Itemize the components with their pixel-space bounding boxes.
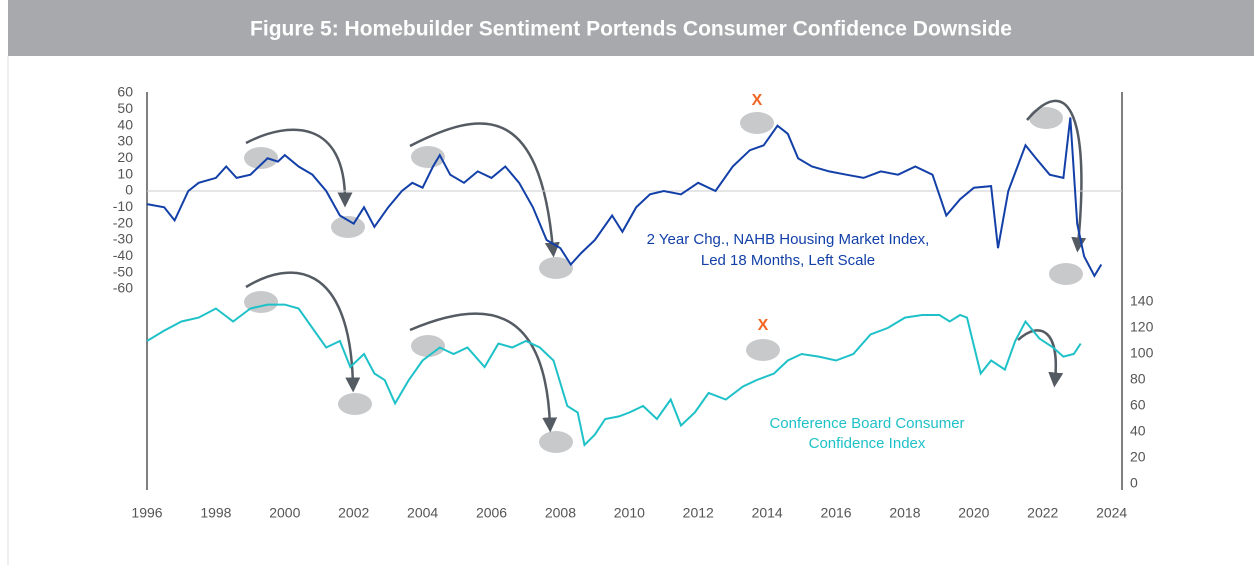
series-line: [146, 303, 1082, 448]
x-tick-label: 2004: [407, 505, 438, 521]
x-tick-label: 2022: [1027, 505, 1058, 521]
x-tick-label: 2006: [476, 505, 507, 521]
series-line: [146, 117, 1103, 278]
y2-tick-label: 20: [1130, 449, 1146, 465]
y2-tick-label: 80: [1130, 371, 1146, 387]
arrows: [245, 99, 1087, 433]
y-tick-label: 30: [117, 133, 133, 149]
x-tick-label: 2010: [614, 505, 645, 521]
x-tick-label: 2014: [752, 505, 783, 521]
annotation: Confidence Index: [809, 435, 926, 452]
x-tick-label: 2008: [545, 505, 576, 521]
annotation: X: [758, 317, 769, 334]
y-tick-label: -50: [113, 263, 133, 279]
x-tick-label: 2024: [1096, 505, 1127, 521]
x-tick-label: 2012: [683, 505, 714, 521]
highlights: [244, 107, 1083, 453]
x-tick-label: 2000: [269, 505, 300, 521]
y2-tick-label: 40: [1130, 423, 1146, 439]
x-tick-label: 2002: [338, 505, 369, 521]
y-tick-label: 20: [117, 149, 133, 165]
y-tick-label: 0: [125, 182, 133, 198]
x-tick-label: 2020: [958, 505, 989, 521]
y2-tick-label: 120: [1130, 319, 1154, 335]
y-tick-label: -40: [113, 247, 133, 263]
y-tick-label: 60: [117, 84, 133, 100]
title-bar: [8, 0, 1254, 56]
annotation: 2 Year Chg., NAHB Housing Market Index,: [647, 231, 930, 248]
y-tick-label: -20: [113, 214, 133, 230]
chart-title: Figure 5: Homebuilder Sentiment Portends…: [250, 18, 1012, 41]
y2-tick-label: 60: [1130, 397, 1146, 413]
annotation: Conference Board Consumer: [769, 415, 964, 432]
y-tick-label: -60: [113, 280, 133, 296]
y-tick-label: -10: [113, 198, 133, 214]
y-tick-label: 50: [117, 100, 133, 116]
x-tick-label: 2018: [889, 505, 920, 521]
annotation: X: [752, 92, 763, 109]
x-tick-label: 2016: [820, 505, 851, 521]
y-tick-label: 40: [117, 116, 133, 132]
annotation: Led 18 Months, Left Scale: [701, 252, 875, 269]
x-tick-label: 1996: [131, 505, 162, 521]
y-tick-label: -30: [113, 231, 133, 247]
y-tick-label: 10: [117, 165, 133, 181]
y2-tick-label: 100: [1130, 345, 1154, 361]
y2-tick-label: 0: [1130, 475, 1138, 491]
x-tick-label: 1998: [200, 505, 231, 521]
y2-tick-label: 140: [1130, 293, 1154, 309]
